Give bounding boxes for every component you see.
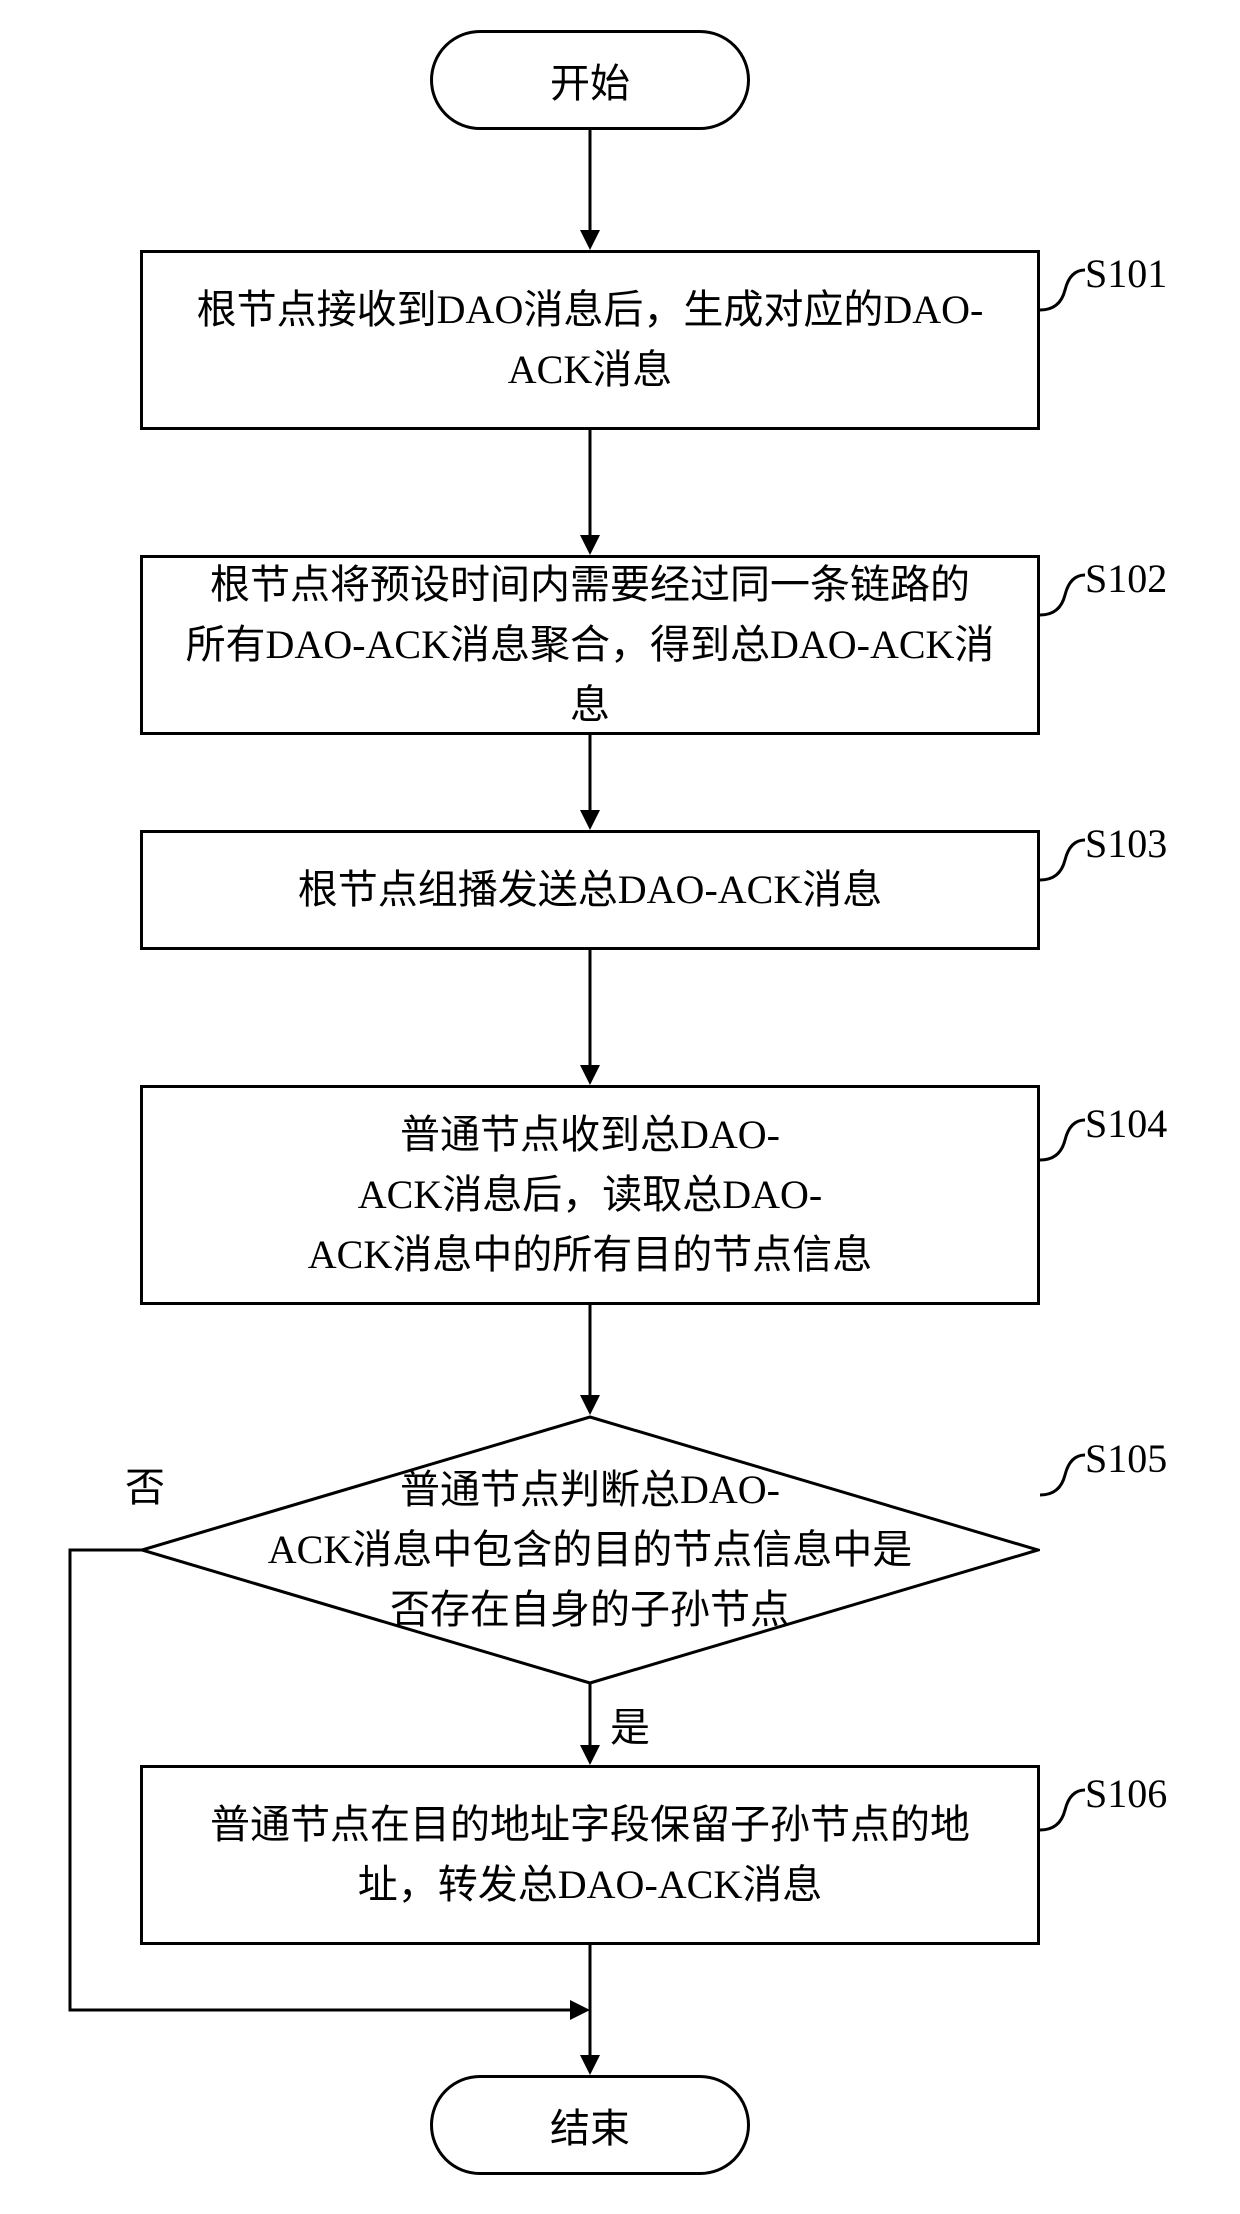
arrow-no-s105-end [55, 1535, 615, 2035]
label-connector-s106 [1040, 1785, 1085, 1845]
arrow-s101-s102 [575, 430, 605, 555]
flowchart-container: 开始 根节点接收到DAO消息后，生成对应的DAO-ACK消息 S101 根节点将… [0, 0, 1240, 2214]
end-label: 结束 [550, 2096, 630, 2154]
start-label: 开始 [550, 51, 630, 109]
edge-label-no: 否 [125, 1455, 165, 1513]
process-s103-text: 根节点组播发送总DAO-ACK消息 [298, 860, 882, 920]
label-connector-s105 [1040, 1450, 1085, 1510]
step-label-s104: S104 [1085, 1100, 1167, 1147]
end-node: 结束 [430, 2075, 750, 2175]
arrow-s103-s104 [575, 950, 605, 1085]
process-s104: 普通节点收到总DAO-ACK消息后，读取总DAO-ACK消息中的所有目的节点信息 [140, 1085, 1040, 1305]
process-s103: 根节点组播发送总DAO-ACK消息 [140, 830, 1040, 950]
process-s101: 根节点接收到DAO消息后，生成对应的DAO-ACK消息 [140, 250, 1040, 430]
process-s101-text: 根节点接收到DAO消息后，生成对应的DAO-ACK消息 [197, 280, 984, 400]
step-label-s103: S103 [1085, 820, 1167, 867]
step-label-s105: S105 [1085, 1435, 1167, 1482]
process-s102-text: 根节点将预设时间内需要经过同一条链路的所有DAO-ACK消息聚合，得到总DAO-… [173, 555, 1007, 735]
process-s104-text: 普通节点收到总DAO-ACK消息后，读取总DAO-ACK消息中的所有目的节点信息 [308, 1105, 872, 1285]
start-node: 开始 [430, 30, 750, 130]
step-label-s102: S102 [1085, 555, 1167, 602]
step-label-s101: S101 [1085, 250, 1167, 297]
edge-label-yes: 是 [610, 1695, 650, 1753]
label-connector-s103 [1040, 835, 1085, 895]
arrow-s104-s105 [575, 1305, 605, 1415]
label-connector-s102 [1040, 570, 1085, 630]
label-connector-s101 [1040, 265, 1085, 325]
label-connector-s104 [1040, 1115, 1085, 1175]
arrow-start-s101 [575, 130, 605, 250]
step-label-s106: S106 [1085, 1770, 1167, 1817]
arrow-s102-s103 [575, 735, 605, 830]
process-s102: 根节点将预设时间内需要经过同一条链路的所有DAO-ACK消息聚合，得到总DAO-… [140, 555, 1040, 735]
